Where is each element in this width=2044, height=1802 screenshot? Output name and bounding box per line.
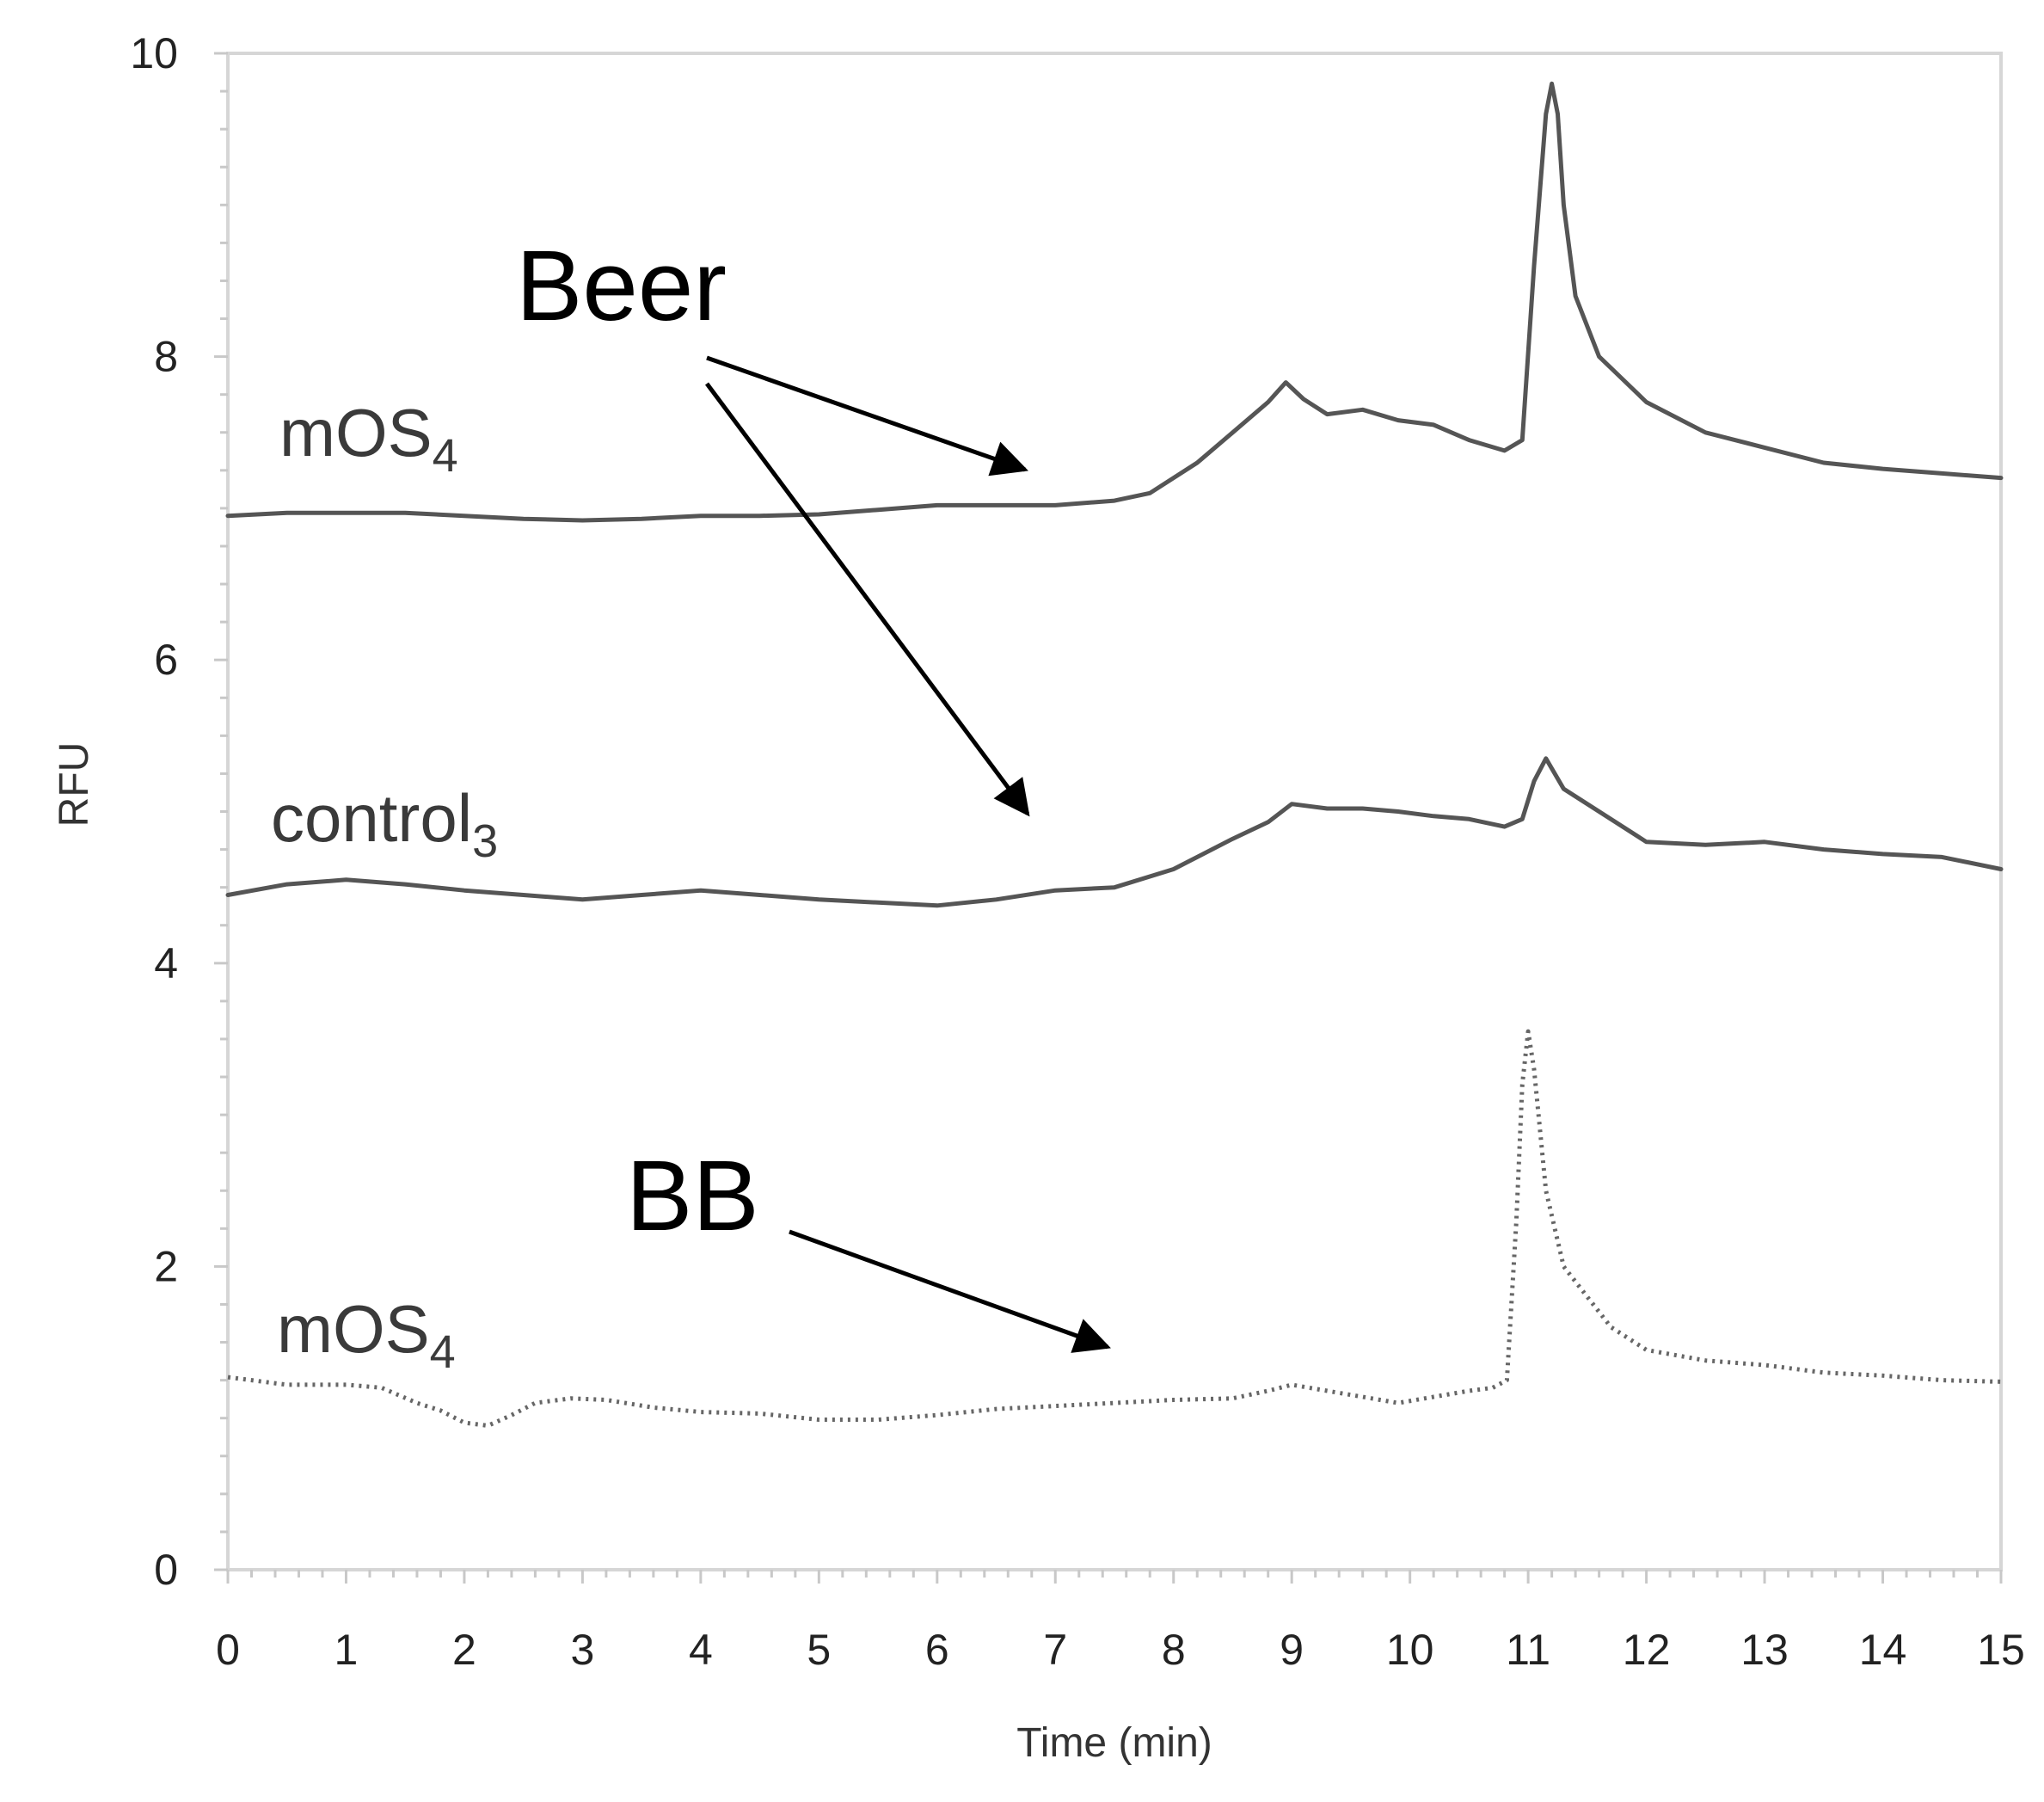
plot-area [226,52,2003,1571]
y-tick-label: 8 [154,333,178,381]
x-tick-label: 13 [1740,1626,1789,1674]
trace-label-beer-control3: control3 [271,780,498,867]
series-layer [225,81,2004,1428]
y-axis-title: RFU [52,742,97,827]
x-tick-label: 11 [1506,1626,1550,1674]
x-tick-label: 15 [1977,1626,2025,1674]
trace-label-beer-mos4: mOS4 [279,395,458,482]
x-tick-label: 8 [1162,1626,1186,1674]
series-line-bb-mos4 [227,1029,2002,1428]
group-label-bb: BB [626,1140,759,1252]
series-line-beer-control3 [225,756,2004,908]
x-tick-label: 0 [216,1626,240,1674]
x-tick-label: 6 [925,1626,949,1674]
x-tick-label: 12 [1623,1626,1671,1674]
arrow-beer-to-mos4 [706,355,1028,477]
x-tick-label: 2 [452,1626,476,1674]
x-axis: 0 1 2 3 4 5 6 7 8 9 10 11 12 13 14 15 [216,1570,2025,1674]
y-tick-label: 4 [154,939,178,987]
arrow-beer-to-control3 [704,382,1030,817]
y-tick-label: 6 [154,636,178,684]
x-tick-label: 10 [1386,1626,1434,1674]
x-tick-label: 3 [570,1626,594,1674]
x-tick-label: 9 [1280,1626,1304,1674]
arrow-bb-to-mos4 [789,1229,1111,1353]
y-tick-label: 2 [154,1242,178,1290]
y-tick-label: 0 [154,1546,178,1594]
y-axis: 0 2 4 6 8 10 [130,29,228,1594]
x-tick-label: 5 [807,1626,831,1674]
y-tick-label: 10 [130,29,178,77]
x-tick-label: 1 [335,1626,359,1674]
series-line-beer-mos4 [225,81,2004,523]
x-tick-label: 7 [1043,1626,1067,1674]
x-axis-title: Time (min) [1016,1720,1212,1766]
group-label-beer: Beer [516,230,727,341]
trace-label-bb-mos4: mOS4 [277,1291,456,1378]
x-tick-label: 4 [689,1626,713,1674]
x-tick-label: 14 [1859,1626,1907,1674]
